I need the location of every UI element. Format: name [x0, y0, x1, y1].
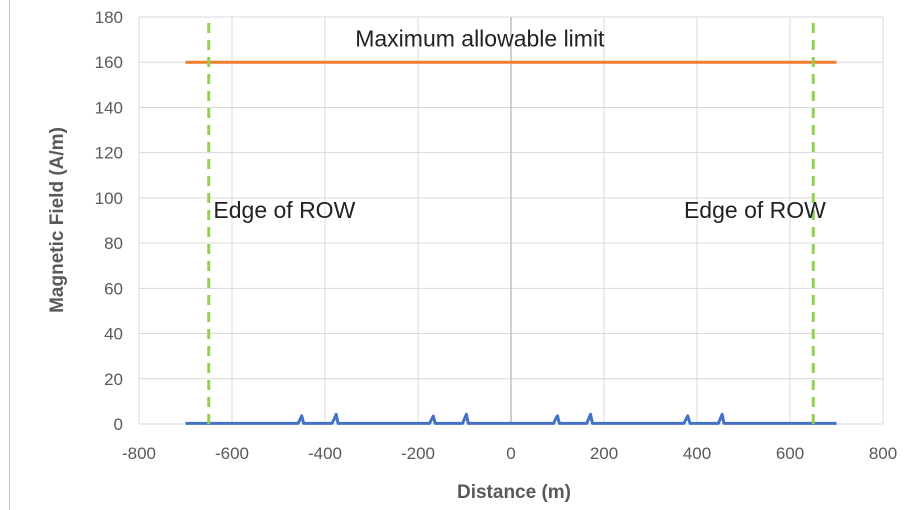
annotation-3: Edge of ROW [684, 197, 826, 223]
y-tick-label: 160 [95, 53, 123, 72]
x-tick-label: 800 [869, 444, 897, 463]
x-tick-label: -600 [215, 444, 249, 463]
x-tick-label: -400 [308, 444, 342, 463]
y-tick-label: 140 [95, 98, 123, 117]
annotation-2: Edge of ROW [213, 197, 355, 223]
y-tick-label: 120 [95, 144, 123, 163]
y-tick-label: 100 [95, 189, 123, 208]
x-tick-label: -200 [401, 444, 435, 463]
annotation-1: Maximum allowable limit [355, 25, 605, 51]
y-tick-label: 180 [95, 8, 123, 27]
x-axis-label: Distance (m) [457, 482, 571, 503]
y-tick-label: 60 [104, 279, 123, 298]
y-tick-label: 40 [104, 325, 123, 344]
y-tick-label: 20 [104, 370, 123, 389]
y-tick-label: 0 [114, 415, 123, 434]
y-axis-label: Magnetic Field (A/m) [47, 127, 68, 313]
x-tick-label: 0 [506, 444, 515, 463]
frame-border [9, 0, 10, 510]
series [185, 17, 837, 425]
x-tick-label: 200 [590, 444, 618, 463]
x-tick-label: -800 [122, 444, 156, 463]
grid [138, 16, 884, 425]
y-tick-label: 80 [104, 234, 123, 253]
annotations: Maximum allowable limit Edge of ROW Edge o… [213, 25, 826, 223]
x-tick-label: 600 [776, 444, 804, 463]
tick-labels: 0 20 40 60 80 100 120 140 160 180 -800 -600 -400 -200… [95, 8, 898, 463]
x-tick-label: 400 [683, 444, 711, 463]
series-line-2 [185, 412, 837, 425]
